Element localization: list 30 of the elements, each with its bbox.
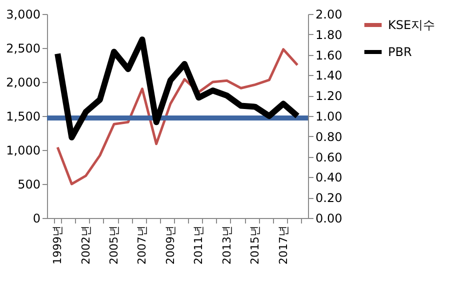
y2-tick-label: 1.20 [316,89,342,104]
legend-label: KSE지수 [388,18,436,32]
x-tick-label: 2011년 [192,226,206,264]
y-tick-label: 1,500 [6,110,40,124]
legend-label: PBR [388,45,412,59]
y2-tick-label: 0.80 [316,130,342,144]
y2-tick-label: 2.00 [316,8,342,22]
y2-tick-label: 0.60 [316,150,342,164]
y-tick-label: 2,000 [6,76,40,90]
x-tick-label: 2002년 [79,226,92,264]
y2-tick-label: 1.40 [316,68,342,83]
y-tick-label: 3,000 [6,8,40,22]
y2-tick-label: 0.20 [316,191,342,206]
y-tick-label: 2,500 [6,42,40,56]
x-tick-label: 2015년 [248,226,262,264]
y2-tick-label: 1.00 [316,110,342,124]
x-tick-label: 2005년 [108,226,121,264]
x-tick-label: 2009년 [164,226,177,264]
y-tick-label: 500 [18,178,40,192]
x-tick-label: 1999년 [51,226,64,264]
x-tick-label: 2013년 [220,226,234,264]
y2-tick-label: 1.60 [316,48,342,62]
x-tick-label: 2017년 [276,226,290,264]
line-series [56,48,299,186]
x-tick-label: 2007년 [136,226,149,264]
y-tick-label: 0 [32,212,40,226]
y-tick-label: 1,000 [6,144,40,158]
y2-tick-label: 0.00 [316,212,342,226]
y2-tick-label: 1.80 [316,28,342,42]
y2-tick-label: 0.40 [316,170,342,185]
